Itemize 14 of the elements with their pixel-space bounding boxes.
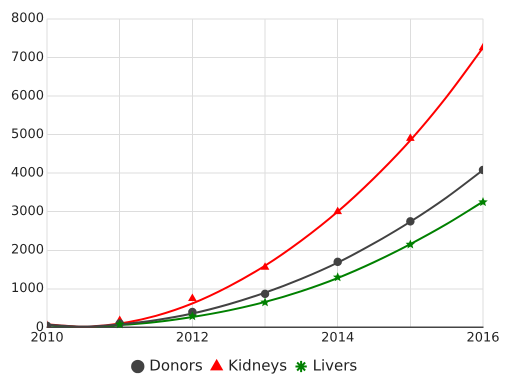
y-tick-label: 5000 [10, 126, 44, 142]
legend-label: Livers [312, 356, 358, 374]
y-tick-label: 2000 [10, 242, 44, 258]
y-tick-label: 7000 [10, 50, 44, 65]
y-tick-label: 8000 [10, 11, 44, 26]
y-tick-label: 3000 [10, 204, 44, 220]
x-tick-label: 2016 [466, 330, 500, 346]
x-tick-label: 2012 [176, 330, 209, 346]
legend-label: Kidneys [228, 356, 288, 374]
y-tick-label: 1000 [10, 281, 44, 296]
legend-label: Donors [149, 356, 203, 374]
y-tick-label: 4000 [10, 165, 44, 180]
x-tick-label: 2014 [321, 330, 354, 346]
y-tick-label: 6000 [10, 88, 44, 104]
